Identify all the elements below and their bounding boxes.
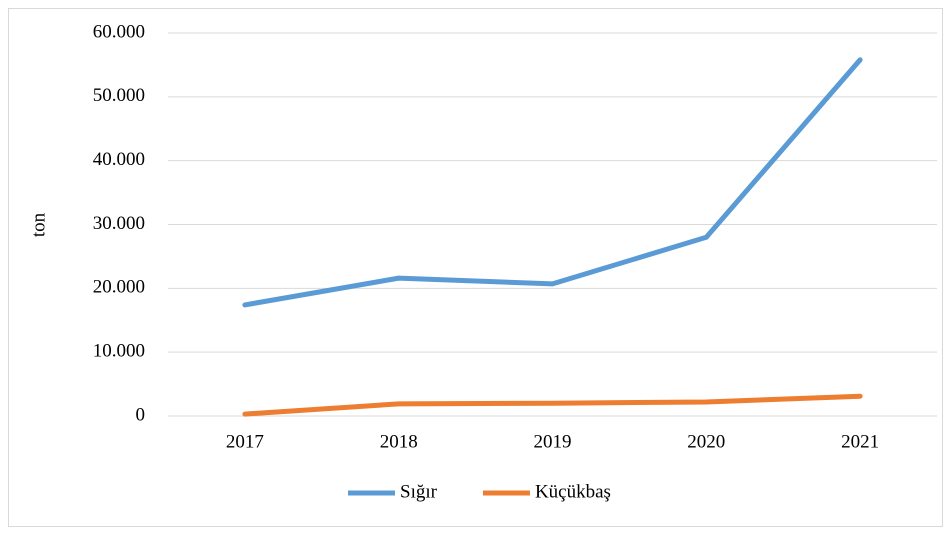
y-axis-label: ton bbox=[28, 212, 49, 237]
data-line bbox=[242, 57, 863, 308]
x-tick-label: 2019 bbox=[534, 431, 572, 452]
chart-border bbox=[8, 8, 943, 527]
x-tick-label: 2018 bbox=[380, 431, 418, 452]
y-tick-label: 30.000 bbox=[93, 213, 145, 234]
legend-label: Küçükbaş bbox=[535, 481, 611, 502]
y-tick-label: 20.000 bbox=[93, 277, 145, 298]
x-tick-label: 2020 bbox=[687, 431, 725, 452]
y-tick-label: 60.000 bbox=[93, 21, 145, 42]
legend-label: Sığır bbox=[400, 481, 438, 502]
data-line bbox=[242, 393, 863, 417]
x-tick-label: 2017 bbox=[226, 431, 264, 452]
x-tick-label: 2021 bbox=[841, 431, 879, 452]
y-tick-label: 50.000 bbox=[93, 85, 145, 106]
y-tick-label: 10.000 bbox=[93, 341, 145, 362]
y-tick-label: 0 bbox=[136, 404, 146, 425]
y-tick-label: 40.000 bbox=[93, 149, 145, 170]
